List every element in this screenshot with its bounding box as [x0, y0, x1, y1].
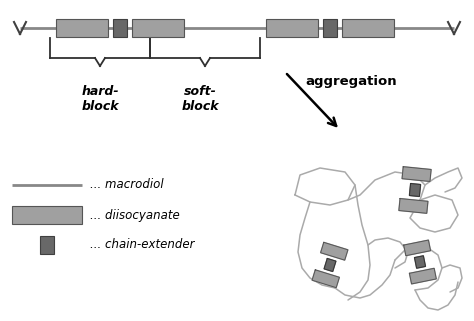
Polygon shape — [404, 240, 430, 256]
Polygon shape — [324, 258, 336, 272]
Bar — [266, 19, 318, 37]
Polygon shape — [312, 270, 339, 288]
Bar — [323, 19, 337, 37]
Bar — [56, 19, 108, 37]
Bar — [113, 19, 127, 37]
Text: ... diisocyanate: ... diisocyanate — [90, 209, 180, 221]
Text: hard-
block: hard- block — [81, 85, 119, 113]
Text: ... chain-extender: ... chain-extender — [90, 239, 194, 251]
Polygon shape — [402, 167, 431, 181]
Text: soft-
block: soft- block — [181, 85, 219, 113]
Polygon shape — [410, 268, 436, 284]
Polygon shape — [410, 184, 420, 196]
Bar — [342, 19, 394, 37]
Polygon shape — [415, 256, 426, 268]
Polygon shape — [399, 199, 428, 213]
Text: aggregation: aggregation — [305, 75, 397, 88]
Bar — [40, 236, 54, 254]
Bar — [132, 19, 184, 37]
Polygon shape — [320, 242, 348, 260]
Text: ... macrodiol: ... macrodiol — [90, 178, 164, 192]
Bar — [12, 206, 82, 224]
